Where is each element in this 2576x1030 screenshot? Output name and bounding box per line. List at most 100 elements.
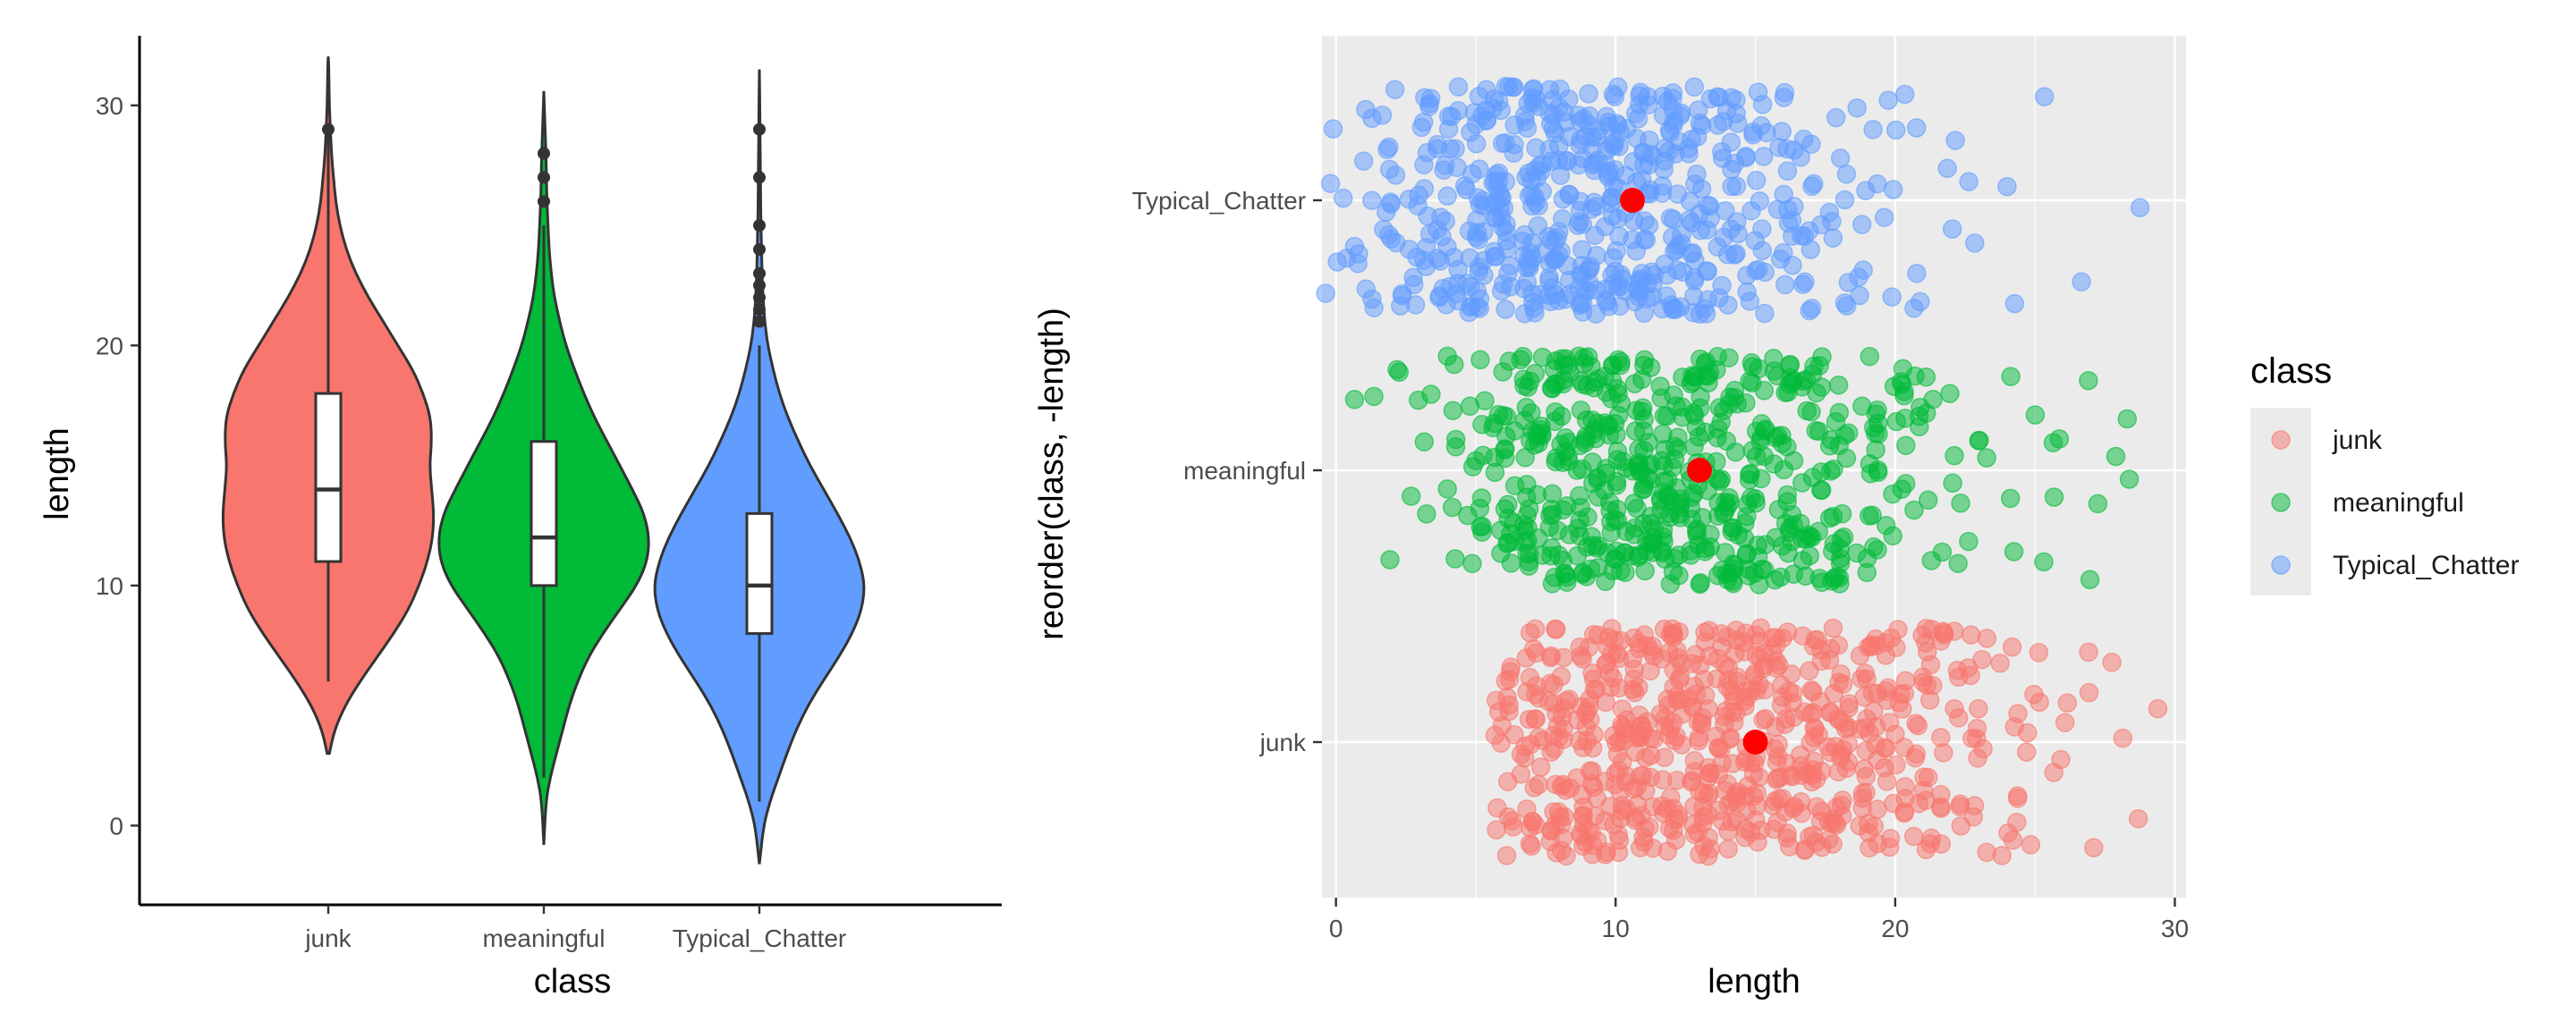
outlier-typical-chatter xyxy=(753,303,766,317)
point-meaningful xyxy=(1828,375,1849,395)
point-typical-chatter xyxy=(1349,244,1368,264)
point-meaningful xyxy=(1493,362,1513,382)
jitter-chart: junk meaningful Typical_Chatter 0 10 20 30 le… xyxy=(1033,36,2519,1000)
point-junk xyxy=(1792,803,1812,823)
point-junk xyxy=(1912,625,1932,646)
point-meaningful xyxy=(1572,375,1593,394)
point-meaningful xyxy=(1736,393,1756,413)
point-junk xyxy=(1530,757,1551,777)
point-typical-chatter xyxy=(1793,274,1813,294)
point-typical-chatter xyxy=(1549,222,1569,241)
point-junk xyxy=(1895,777,1915,797)
point-junk xyxy=(2008,789,2028,808)
point-junk xyxy=(1833,674,1853,695)
point-junk xyxy=(1525,619,1546,639)
violin-chart: 0 10 20 30 junk meaningful Typical_Chatter cl… xyxy=(38,36,1002,1000)
point-meaningful xyxy=(1741,464,1760,484)
point-typical-chatter xyxy=(1684,77,1705,97)
point-meaningful xyxy=(1860,346,1880,367)
legend-label-meaningful: meaningful xyxy=(2333,488,2464,518)
point-meaningful xyxy=(1421,384,1441,404)
outlier-typical-chatter xyxy=(753,219,766,232)
box-meaningful xyxy=(530,440,558,587)
point-junk xyxy=(1487,798,1507,818)
y-tick-label: 0 xyxy=(109,812,123,840)
point-typical-chatter xyxy=(1596,279,1616,299)
point-junk xyxy=(1881,628,1902,648)
point-junk xyxy=(1684,797,1704,816)
point-junk xyxy=(1572,697,1592,717)
mean-point-meaningful xyxy=(1687,458,1713,483)
point-meaningful xyxy=(1545,411,1565,432)
point-typical-chatter xyxy=(1541,114,1561,134)
x-tick-label: 30 xyxy=(2161,915,2189,942)
point-junk xyxy=(1823,618,1843,638)
point-junk xyxy=(1934,625,1954,645)
points-layer xyxy=(1316,77,2168,866)
point-junk xyxy=(1876,646,1896,665)
point-junk xyxy=(1741,823,1761,842)
point-typical-chatter xyxy=(1496,77,1516,97)
point-typical-chatter xyxy=(1517,118,1538,139)
point-junk xyxy=(1791,745,1810,765)
point-typical-chatter xyxy=(1570,135,1589,155)
point-meaningful xyxy=(1445,437,1466,457)
point-junk xyxy=(1529,774,1548,795)
point-meaningful xyxy=(1894,385,1914,406)
point-junk xyxy=(2017,722,2038,743)
point-typical-chatter xyxy=(1687,164,1707,184)
point-junk xyxy=(1583,669,1604,689)
point-junk xyxy=(1894,802,1915,822)
point-meaningful xyxy=(1475,391,1495,410)
point-typical-chatter xyxy=(1852,215,1872,234)
left-x-axis-title: class xyxy=(534,963,612,1000)
right-x-ticks: 0 10 20 30 xyxy=(1329,898,2189,942)
point-typical-chatter xyxy=(2004,293,2025,314)
point-junk xyxy=(2007,812,2027,832)
point-meaningful xyxy=(1380,550,1400,570)
point-meaningful xyxy=(2044,487,2064,507)
point-meaningful xyxy=(1653,527,1674,547)
point-meaningful xyxy=(1684,405,1705,426)
point-junk xyxy=(1550,806,1570,827)
point-meaningful xyxy=(1690,349,1710,369)
point-meaningful xyxy=(1687,519,1707,539)
point-meaningful xyxy=(1824,460,1843,479)
point-typical-chatter xyxy=(1802,176,1822,197)
point-junk xyxy=(2057,693,2078,713)
point-junk xyxy=(1868,799,1887,819)
y-tick-label: 10 xyxy=(96,572,123,600)
x-tick-label: 0 xyxy=(1329,915,1343,942)
point-typical-chatter xyxy=(1683,302,1703,323)
point-meaningful xyxy=(1496,439,1515,459)
point-junk xyxy=(1521,836,1541,857)
point-typical-chatter xyxy=(1409,185,1428,206)
point-junk xyxy=(1855,663,1876,683)
x-tick-label: 20 xyxy=(1881,915,1909,942)
point-typical-chatter xyxy=(1469,230,1488,249)
point-meaningful xyxy=(2049,429,2070,449)
point-meaningful xyxy=(1401,486,1421,506)
point-typical-chatter xyxy=(1428,134,1447,155)
point-typical-chatter xyxy=(1885,120,1906,140)
point-junk xyxy=(1543,725,1563,746)
point-junk xyxy=(1737,800,1757,821)
point-junk xyxy=(1850,719,1870,739)
point-typical-chatter xyxy=(1491,100,1511,121)
point-typical-chatter xyxy=(1937,158,1957,179)
point-junk xyxy=(1747,680,1767,701)
point-junk xyxy=(1878,678,1898,698)
point-typical-chatter xyxy=(1415,88,1435,107)
point-typical-chatter xyxy=(1464,103,1485,122)
point-typical-chatter xyxy=(1713,148,1733,168)
point-meaningful xyxy=(1800,545,1820,566)
point-junk xyxy=(1880,828,1901,848)
point-typical-chatter xyxy=(1524,298,1544,318)
point-typical-chatter xyxy=(1575,281,1595,300)
point-junk xyxy=(1724,712,1744,732)
point-meaningful xyxy=(1581,527,1602,546)
point-meaningful xyxy=(1546,448,1566,468)
point-meaningful xyxy=(1650,376,1671,396)
point-junk xyxy=(1691,714,1712,734)
point-junk xyxy=(1977,629,1997,648)
